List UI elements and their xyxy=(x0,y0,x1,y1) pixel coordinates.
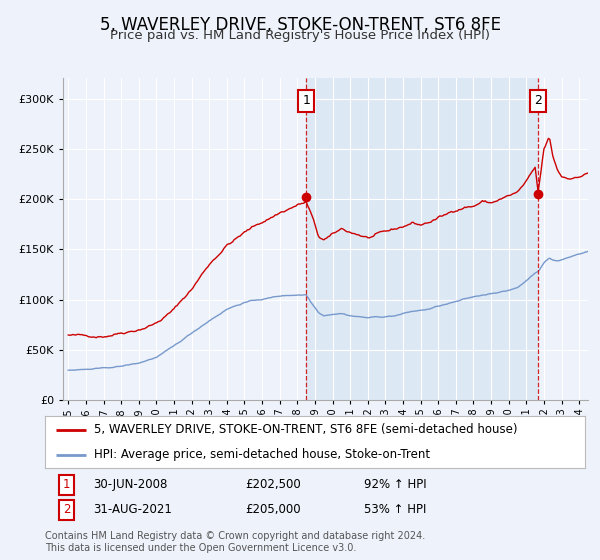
Text: 53% ↑ HPI: 53% ↑ HPI xyxy=(364,503,426,516)
Text: £205,000: £205,000 xyxy=(245,503,301,516)
Text: 31-AUG-2021: 31-AUG-2021 xyxy=(94,503,172,516)
Text: 30-JUN-2008: 30-JUN-2008 xyxy=(94,478,168,491)
Text: 5, WAVERLEY DRIVE, STOKE-ON-TRENT, ST6 8FE (semi-detached house): 5, WAVERLEY DRIVE, STOKE-ON-TRENT, ST6 8… xyxy=(94,423,517,436)
Text: Price paid vs. HM Land Registry's House Price Index (HPI): Price paid vs. HM Land Registry's House … xyxy=(110,29,490,42)
Text: This data is licensed under the Open Government Licence v3.0.: This data is licensed under the Open Gov… xyxy=(45,543,356,553)
Text: 2: 2 xyxy=(534,95,542,108)
Text: HPI: Average price, semi-detached house, Stoke-on-Trent: HPI: Average price, semi-detached house,… xyxy=(94,448,430,461)
Text: £202,500: £202,500 xyxy=(245,478,301,491)
Text: 1: 1 xyxy=(63,478,70,491)
Text: 2: 2 xyxy=(63,503,70,516)
Text: 92% ↑ HPI: 92% ↑ HPI xyxy=(364,478,426,491)
Bar xyxy=(306,78,538,400)
Text: 1: 1 xyxy=(302,95,310,108)
Text: Contains HM Land Registry data © Crown copyright and database right 2024.: Contains HM Land Registry data © Crown c… xyxy=(45,531,425,541)
Text: 5, WAVERLEY DRIVE, STOKE-ON-TRENT, ST6 8FE: 5, WAVERLEY DRIVE, STOKE-ON-TRENT, ST6 8… xyxy=(100,16,500,34)
